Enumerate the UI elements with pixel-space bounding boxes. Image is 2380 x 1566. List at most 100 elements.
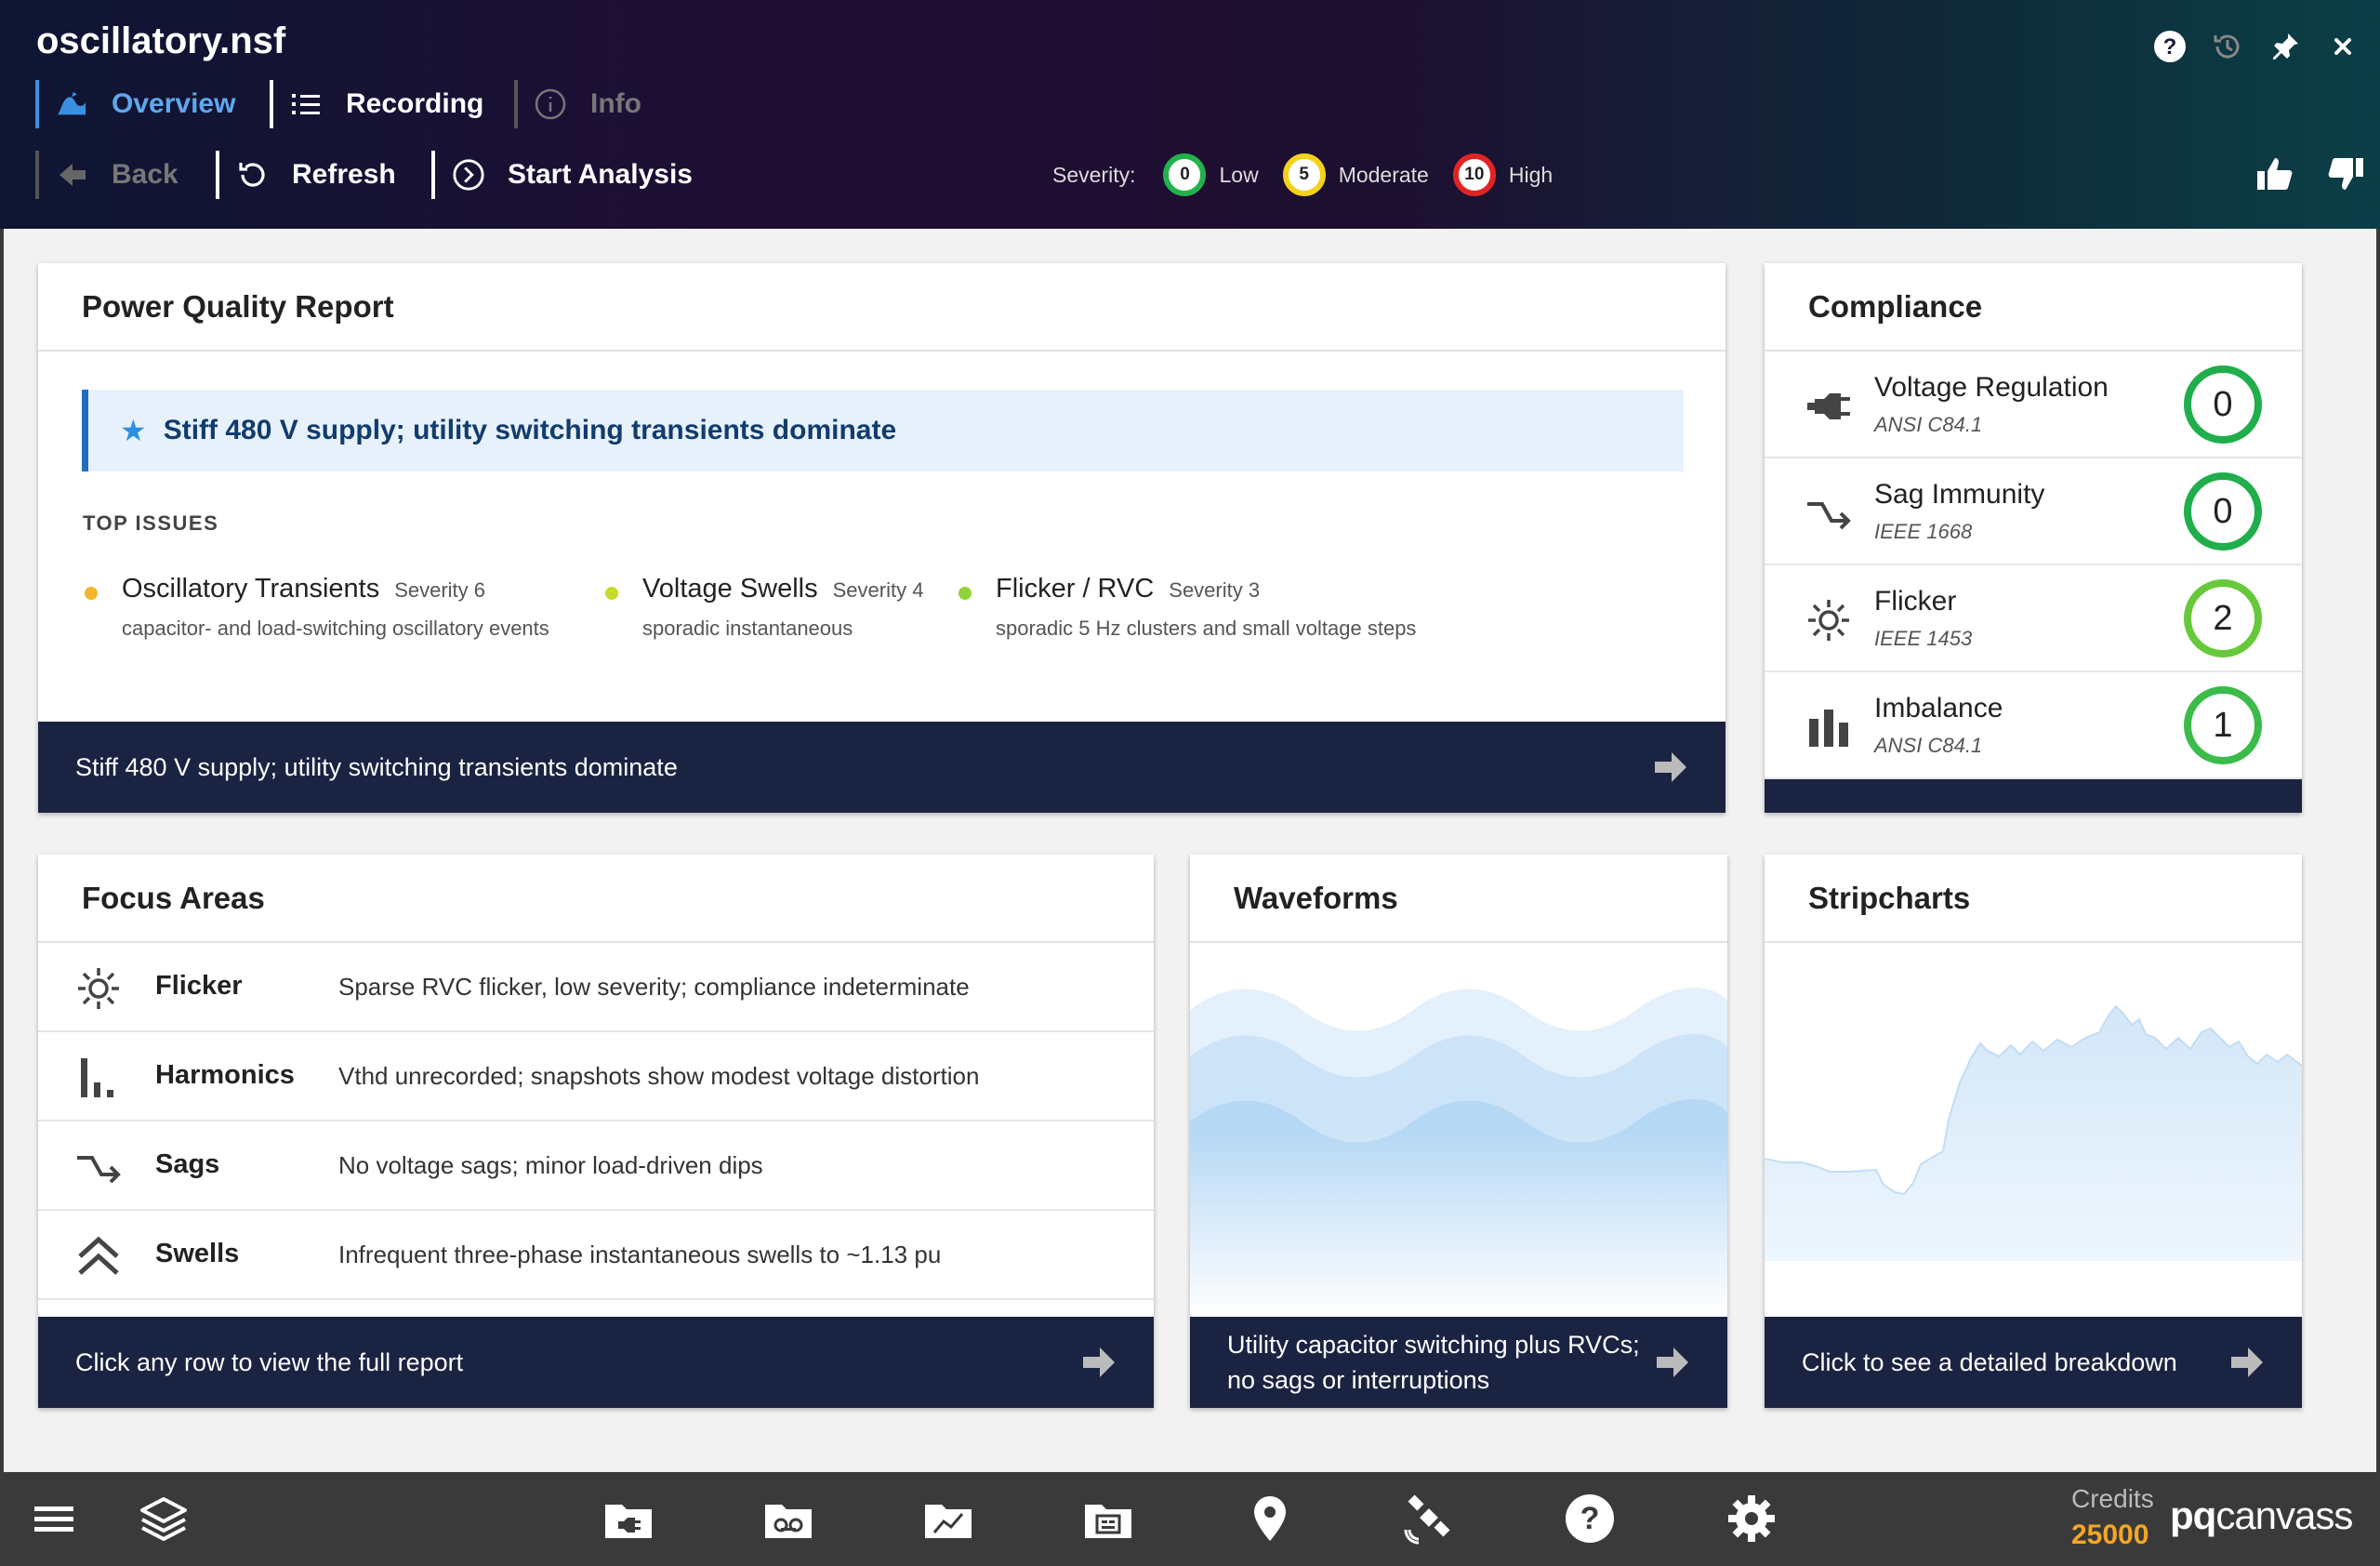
issue-name: Voltage Swells <box>642 574 818 604</box>
credits-value: 25000 <box>2071 1520 2149 1550</box>
power-quality-footer-text: Stiff 480 V supply; utility switching tr… <box>75 753 678 781</box>
compliance-score: 2 <box>2184 579 2262 657</box>
star-icon: ★ <box>120 414 147 447</box>
bottom-toolbar <box>0 1472 2380 1566</box>
severity-moderate-circle: 5 <box>1282 153 1326 196</box>
arrow-right-icon <box>1083 1347 1115 1377</box>
credits-label: Credits <box>2071 1484 2154 1513</box>
compliance-row-imbalance[interactable]: Imbalance ANSI C84.1 1 <box>1765 672 2302 779</box>
dashboard: Power Quality Report ★ Stiff 480 V suppl… <box>4 229 2376 1472</box>
focus-desc: Vthd unrecorded; snapshots show modest v… <box>338 1062 980 1090</box>
refresh-button[interactable]: Refresh <box>216 151 396 199</box>
focus-name: Sags <box>155 1149 220 1179</box>
stripcharts-title: Stripcharts <box>1765 855 2302 943</box>
close-icon[interactable] <box>2324 28 2361 65</box>
bar-chart-icon <box>1805 704 1852 750</box>
start-analysis-button[interactable]: Start Analysis <box>431 151 693 199</box>
harmonics-icon <box>75 1055 122 1101</box>
compliance-name: Sag Immunity <box>1874 479 2045 510</box>
focus-areas-card[interactable]: Focus Areas Flicker Sparse RVC flicker, … <box>38 855 1154 1408</box>
wave-icon <box>56 88 87 120</box>
layers-icon[interactable] <box>138 1493 190 1545</box>
compliance-standard: IEEE 1668 <box>1874 520 1973 543</box>
compliance-name: Voltage Regulation <box>1874 372 2109 403</box>
focus-name: Harmonics <box>155 1060 295 1090</box>
arrow-right-icon <box>1657 1347 1688 1377</box>
back-button[interactable]: Back <box>35 151 178 199</box>
waveforms-card[interactable]: Waveforms Utility capacitor switching pl… <box>1190 855 1727 1408</box>
focus-name: Swells <box>155 1239 240 1268</box>
sun-icon <box>1805 597 1852 644</box>
focus-row-harmonics[interactable]: Harmonics Vthd unrecorded; snapshots sho… <box>38 1032 1154 1121</box>
gear-icon[interactable] <box>1726 1493 1778 1545</box>
compliance-row-voltage-regulation[interactable]: Voltage Regulation ANSI C84.1 0 <box>1765 352 2302 458</box>
compliance-score: 0 <box>2184 472 2262 551</box>
history-icon[interactable] <box>2209 28 2246 65</box>
issue-severity: Severity 4 <box>832 578 924 602</box>
pin-icon[interactable] <box>2267 28 2304 65</box>
start-analysis-label: Start Analysis <box>508 159 693 190</box>
svg-text:?: ? <box>2163 34 2177 60</box>
folder-chart-icon[interactable] <box>922 1493 974 1545</box>
folder-report-icon[interactable] <box>1082 1493 1134 1545</box>
summary-box: ★ Stiff 480 V supply; utility switching … <box>82 390 1684 471</box>
severity-moderate-label: Moderate <box>1338 162 1429 187</box>
thumbs-down-icon[interactable] <box>2324 153 2367 195</box>
waveforms-footer[interactable]: Utility capacitor switching plus RVCs; n… <box>1190 1317 1727 1408</box>
plug-icon <box>1805 383 1852 430</box>
compliance-score: 0 <box>2184 365 2262 444</box>
folder-recording-icon[interactable] <box>762 1493 814 1545</box>
refresh-icon <box>236 158 270 192</box>
focus-row-sags[interactable]: Sags No voltage sags; minor load-driven … <box>38 1121 1154 1211</box>
thumbs-up-icon[interactable] <box>2254 153 2296 195</box>
sag-icon <box>75 1144 122 1190</box>
power-quality-footer[interactable]: Stiff 480 V supply; utility switching tr… <box>38 722 1726 813</box>
focus-areas-footer[interactable]: Click any row to view the full report <box>38 1317 1154 1408</box>
title-bar: oscillatory.nsf ? Overview Recording Inf… <box>0 0 2380 229</box>
stripcharts-card[interactable]: Stripcharts Click to see a detailed brea… <box>1765 855 2302 1408</box>
tab-overview[interactable]: Overview <box>35 80 235 128</box>
chevron-double-up-icon <box>75 1233 122 1280</box>
satellite-icon[interactable] <box>1404 1493 1456 1545</box>
severity-high-circle: 10 <box>1452 153 1496 196</box>
arrow-right-icon <box>1655 752 1686 782</box>
stripcharts-footer[interactable]: Click to see a detailed breakdown <box>1765 1317 2302 1408</box>
severity-low-label: Low <box>1219 162 1259 187</box>
help-circle-icon[interactable]: ? <box>1564 1493 1616 1545</box>
folder-plug-icon[interactable] <box>602 1493 654 1545</box>
compliance-row-sag-immunity[interactable]: Sag Immunity IEEE 1668 0 <box>1765 458 2302 565</box>
brand-canvass: canvass <box>2215 1493 2353 1537</box>
compliance-name: Imbalance <box>1874 693 2003 723</box>
stripchart-preview <box>1765 1004 2302 1261</box>
issue-desc: sporadic 5 Hz clusters and small voltage… <box>996 617 1417 640</box>
waveform-preview <box>1190 988 1727 1317</box>
map-pin-icon[interactable] <box>1244 1493 1296 1545</box>
tab-info[interactable]: Info <box>514 80 641 128</box>
power-quality-card[interactable]: Power Quality Report ★ Stiff 480 V suppl… <box>38 263 1726 813</box>
compliance-title: Compliance <box>1765 263 2302 352</box>
focus-areas-title: Focus Areas <box>38 855 1154 943</box>
hamburger-menu-icon[interactable] <box>28 1493 80 1545</box>
severity-label: Severity: <box>1052 162 1136 187</box>
back-label: Back <box>112 159 178 190</box>
focus-desc: No voltage sags; minor load-driven dips <box>338 1151 763 1179</box>
help-icon[interactable]: ? <box>2151 28 2188 65</box>
refresh-label: Refresh <box>292 159 396 190</box>
focus-areas-footer-text: Click any row to view the full report <box>75 1348 464 1376</box>
list-icon <box>290 88 322 120</box>
compliance-card: Compliance Voltage Regulation ANSI C84.1… <box>1765 263 2302 813</box>
compliance-score: 1 <box>2184 686 2262 764</box>
compliance-row-flicker[interactable]: Flicker IEEE 1453 2 <box>1765 565 2302 672</box>
focus-row-flicker[interactable]: Flicker Sparse RVC flicker, low severity… <box>38 943 1154 1032</box>
compliance-name: Flicker <box>1874 586 1957 617</box>
tab-info-label: Info <box>590 88 641 119</box>
power-quality-title: Power Quality Report <box>38 263 1726 352</box>
tab-recording[interactable]: Recording <box>270 80 483 128</box>
compliance-standard: IEEE 1453 <box>1874 627 1973 650</box>
issue-severity: Severity 6 <box>394 578 486 602</box>
severity-legend: Severity: 0 Low 5 Moderate 10 High <box>1052 153 1553 196</box>
severity-low-circle: 0 <box>1163 153 1207 196</box>
sag-icon <box>1805 490 1852 537</box>
waveforms-title: Waveforms <box>1190 855 1727 943</box>
focus-row-swells[interactable]: Swells Infrequent three-phase instantane… <box>38 1211 1154 1300</box>
